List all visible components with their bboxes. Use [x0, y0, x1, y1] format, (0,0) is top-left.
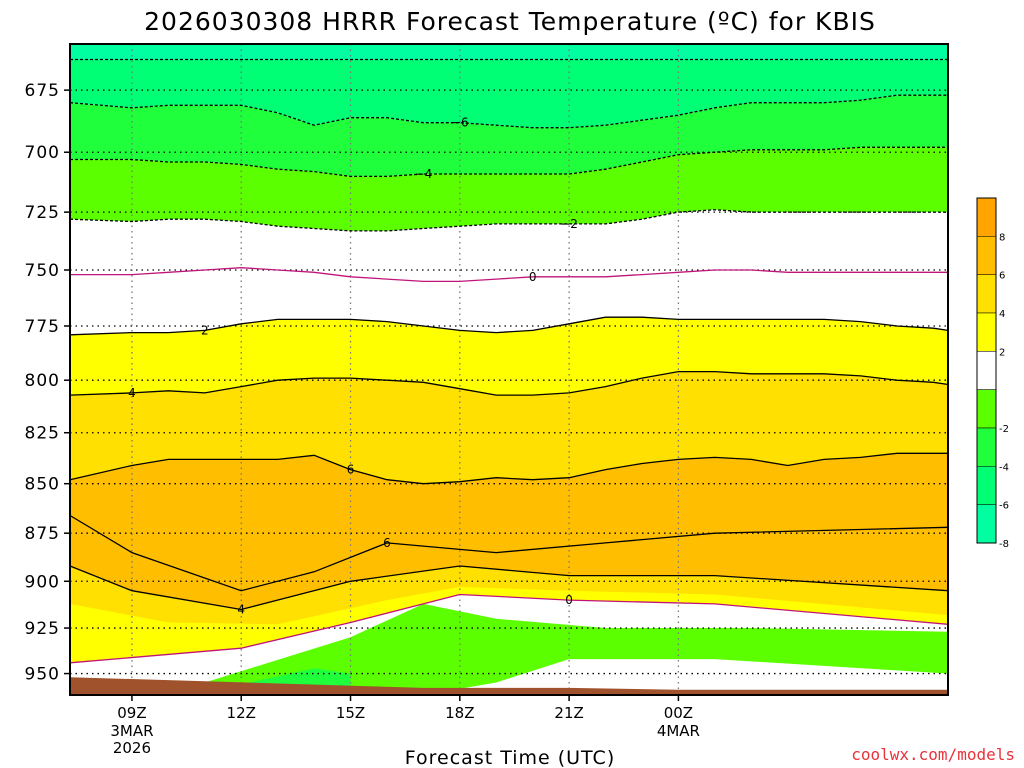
contour-label: −4	[415, 167, 433, 181]
isotherm--2	[69, 209, 948, 232]
x-tick-sublabel: 4MAR	[657, 722, 700, 740]
y-tick-label: 725	[25, 203, 60, 223]
terrain-fill	[70, 677, 948, 695]
legend-swatch	[976, 351, 997, 390]
isotherm-lower	[69, 593, 949, 664]
legend-label: -4	[999, 462, 1009, 473]
isotherm--4	[70, 146, 948, 178]
temperature-band	[70, 147, 948, 231]
legend-label: -8	[999, 539, 1009, 550]
isotherm-lower	[69, 565, 949, 611]
contour-label: −6	[451, 116, 469, 130]
legend-swatch	[976, 236, 997, 275]
x-tick-label: 09Z	[117, 704, 146, 722]
x-tick-label: 12Z	[227, 704, 256, 722]
legend-swatch	[976, 427, 997, 467]
temperature-band	[70, 267, 948, 335]
y-tick-label: 675	[25, 81, 60, 101]
legend-label: 6	[999, 271, 1005, 282]
temperature-band	[70, 209, 948, 282]
legend-swatch	[976, 197, 997, 237]
x-axis-label: Forecast Time (UTC)	[405, 747, 615, 768]
x-tick-sublabel: 3MAR	[110, 722, 153, 740]
x-tick-label: 15Z	[336, 704, 365, 722]
isotherm-4	[69, 370, 949, 396]
legend-label: 2	[999, 347, 1005, 358]
x-tick-label: 00Z	[664, 704, 693, 722]
isotherm-lower	[69, 514, 949, 592]
legend-swatch	[976, 274, 997, 314]
legend-swatch	[976, 504, 997, 544]
temperature-band	[70, 317, 948, 396]
legend-label: -2	[999, 424, 1009, 435]
legend-label: -6	[999, 501, 1009, 512]
y-tick-label: 875	[25, 524, 60, 544]
chart-title: 2026030308 HRRR Forecast Temperature (ºC…	[144, 7, 876, 36]
legend-label: 4	[999, 309, 1005, 320]
color-legend: 8 6 4 2 -2 -4 -6 -8	[976, 197, 1009, 550]
contour-label: 6	[347, 463, 355, 477]
y-tick-label: 850	[25, 475, 60, 495]
isotherm--6	[69, 94, 948, 129]
legend-swatch	[976, 466, 997, 505]
y-tick-label: 775	[25, 317, 60, 337]
plot-frame	[69, 43, 949, 696]
y-tick-label: 800	[25, 371, 60, 391]
contour-label: 0	[529, 270, 537, 284]
x-tick-sublabel: 2026	[113, 739, 151, 757]
contour-label: 6	[383, 536, 391, 550]
y-tick-label: 900	[25, 572, 60, 592]
temperature-band	[70, 44, 948, 60]
legend-swatch	[976, 389, 997, 429]
legend-frame	[976, 197, 997, 544]
terrain	[70, 677, 948, 695]
y-tick-label: 950	[25, 665, 60, 685]
temperature-band	[70, 371, 948, 484]
y-axis: 675 700 725 750 775 800 825 850 875 900 925 950	[25, 81, 70, 685]
plot-area	[70, 44, 949, 695]
contour-label: 2	[201, 323, 209, 337]
contour-label: −2	[560, 217, 578, 231]
isotherm-lines: −6 −4 −2 0 2 4 6 6 4 0	[69, 58, 949, 664]
boundary-layer-band	[204, 603, 949, 695]
y-tick-label: 825	[25, 424, 60, 444]
credit-label[interactable]: coolwx.com/models	[851, 745, 1015, 764]
isotherm-0	[70, 267, 948, 283]
temperature-band	[70, 95, 948, 177]
contour-label: 4	[237, 602, 245, 616]
legend-swatch	[976, 312, 997, 352]
x-tick-label: 18Z	[445, 704, 474, 722]
y-tick-label: 700	[25, 143, 60, 163]
legend-label: 8	[999, 232, 1005, 243]
contour-label: 4	[128, 386, 136, 400]
isotherm-2	[69, 316, 949, 336]
x-tick-label: 21Z	[554, 704, 583, 722]
y-tick-label: 925	[25, 619, 60, 639]
temperature-band	[70, 59, 948, 128]
contour-label: 0	[565, 593, 573, 607]
y-tick-label: 750	[25, 261, 60, 281]
isotherm-6	[69, 452, 948, 485]
